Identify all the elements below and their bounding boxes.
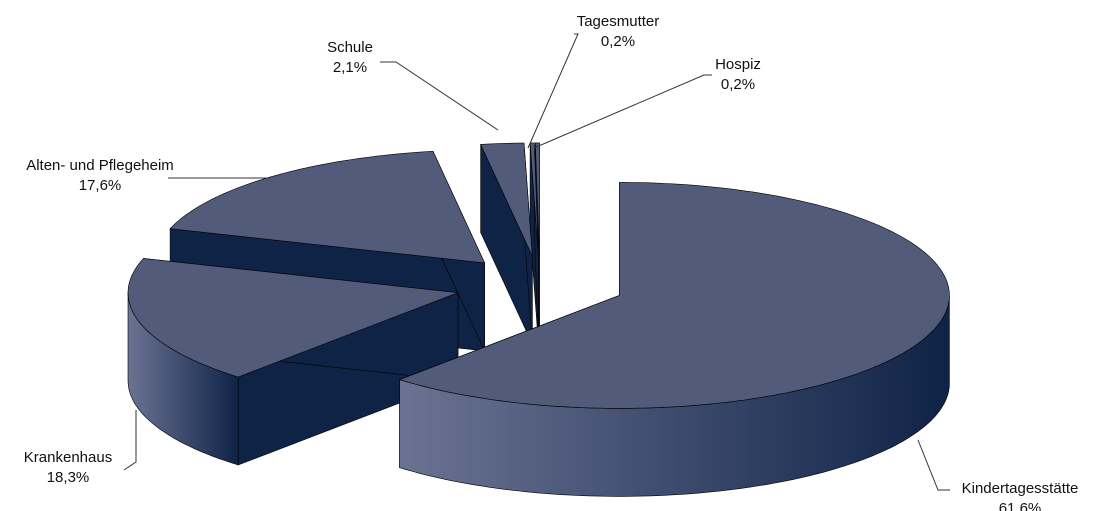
slice xyxy=(534,142,540,256)
value-label: 18,3% xyxy=(47,469,90,486)
slice-label: Tagesmutter xyxy=(577,13,660,30)
leader-line xyxy=(123,410,137,471)
leader-line xyxy=(917,439,950,491)
slice-label: Schule xyxy=(327,39,373,56)
value-label: 17,6% xyxy=(79,177,122,194)
value-label: 0,2% xyxy=(601,33,635,50)
value-label: 0,2% xyxy=(721,76,755,93)
slice xyxy=(398,182,950,409)
slice-label: Hospiz xyxy=(715,56,761,73)
slice xyxy=(169,150,486,264)
slice xyxy=(480,142,533,257)
leader-line xyxy=(527,33,579,149)
slice xyxy=(529,142,539,256)
value-label: 2,1% xyxy=(333,59,367,76)
slice-label: Kindertagesstätte xyxy=(962,480,1079,497)
value-label: 61,6% xyxy=(999,500,1042,511)
slice-label: Alten- und Pflegeheim xyxy=(26,157,174,174)
slice-label: Krankenhaus xyxy=(24,449,112,466)
leader-line xyxy=(380,61,499,131)
slice xyxy=(127,258,459,378)
leader-line xyxy=(533,74,712,149)
